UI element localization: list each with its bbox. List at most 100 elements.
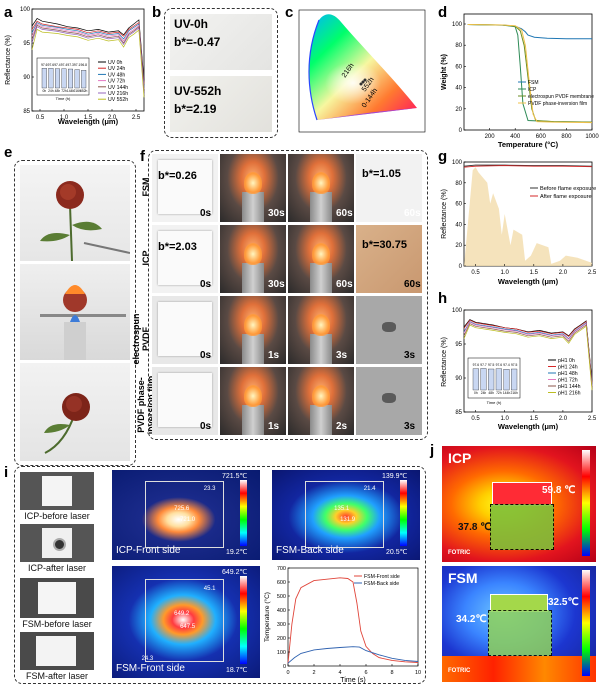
series-line-4	[463, 323, 593, 389]
inset-x-tick-0: 0h	[474, 391, 478, 395]
panel-g-label: g	[438, 148, 448, 165]
legend-entry-0: pH1 0h	[558, 358, 575, 364]
inset-bar-5	[74, 69, 80, 89]
panel-b-bottom-value: b*=2.19	[174, 102, 217, 116]
legend-entry-0: UV 0h	[108, 60, 123, 66]
i-photo-icp-before	[20, 472, 94, 510]
i-label-fsm-after: FSM-after laser	[25, 671, 88, 681]
panel-g-xlabel: Wavelength (μm)	[498, 277, 559, 286]
j-icp-brand: FOTRIC	[448, 550, 471, 556]
i-thermal-1	[272, 470, 420, 560]
i-thermal-spot-1-2: 131.9	[340, 516, 356, 523]
x-tick-label: 4	[338, 670, 341, 676]
inset-bar-2	[54, 68, 60, 89]
x-tick-label: 2.0	[559, 416, 568, 422]
inset-bar-label-3: 97.6	[496, 363, 503, 367]
f-time-r2-c0: 0s	[200, 350, 212, 361]
i-thermal-spot-0-2: 721.0	[180, 516, 196, 523]
panel-a-chart: 100 95 90 85 0.5 1.0 1.5 2.0 2.5 Reflectance (%…	[5, 7, 145, 126]
panel-i-xlabel: Time (s)	[340, 677, 365, 684]
series-line-0	[467, 24, 592, 40]
panel-a-xlabel: Wavelength (μm)	[58, 117, 119, 126]
y-tick-label: 100	[20, 7, 31, 13]
panel-h-series	[463, 319, 593, 391]
j-icp-side: 37.8 ℃	[458, 522, 492, 533]
panel-i-yticks: 700 600 500 400 300 200 100 0	[277, 566, 290, 670]
i-thermal-spot-0-0: 23.3	[203, 486, 216, 493]
y-tick-label: 500	[277, 594, 286, 600]
panel-i-ylabel: Temperature (°C)	[263, 592, 271, 642]
legend-entry-2: electrospun PVDF membrane	[528, 94, 594, 100]
legend-entry-1: ICP	[528, 87, 537, 93]
i-thermal-caption-0: ICP-Front side	[116, 545, 181, 556]
i-thermal-spot-2-0: 45.1	[203, 586, 216, 593]
inset-x-tick-5: 216h	[510, 391, 518, 395]
legend-entry-0: FSM	[528, 80, 539, 86]
series-line-1	[463, 165, 593, 168]
j-fsm-hot: 32.5℃	[548, 597, 579, 608]
x-tick-label: 1.0	[60, 115, 69, 121]
panel-d-series	[467, 24, 593, 124]
f-photo-r3-c1	[220, 367, 286, 435]
inset-bar-label-0: 97.6	[41, 63, 48, 67]
y-tick-label: 80	[455, 43, 462, 49]
inset-x-tick-2: 48h	[55, 89, 61, 93]
f-bstart-r1: b*=2.03	[158, 241, 197, 253]
y-tick-label: 80	[455, 181, 462, 187]
panel-h-ylabel: Reflectance (%)	[441, 337, 448, 387]
x-tick-label: 800	[561, 134, 572, 140]
i-thermal-caption-1: FSM-Back side	[276, 545, 344, 556]
series-line-0	[463, 164, 593, 167]
panel-i-chart: 700 600 500 400 300 200 100 0 0 2 4 6 8 10 Temperatu…	[263, 566, 421, 684]
f-photo-r0-c1	[220, 154, 286, 222]
panel-g-series	[463, 164, 593, 168]
i-label-fsm-before: FSM-before laser	[22, 619, 92, 629]
panel-b-label: b	[152, 4, 162, 21]
panel-a-series	[31, 18, 145, 98]
legend-entry-4: UV 144h	[108, 85, 128, 91]
inset-bar-label-4: 97.4	[503, 363, 510, 367]
i-thermal-spot-2-3: 24.3	[141, 655, 154, 662]
inset-bar-label-1: 97.6	[48, 63, 55, 67]
panel-d-xticks: 200 400 600 800 1000	[485, 128, 599, 140]
panel-g-chart: 100 80 60 40 20 0 0.5 1.0 1.5 2.0 2.5 Reflectance…	[441, 160, 597, 286]
x-tick-label: 1.5	[530, 416, 539, 422]
i-thermal-min-2: 18.7℃	[226, 667, 248, 674]
y-tick-label: 90	[455, 376, 462, 382]
series-line-4	[31, 24, 145, 93]
x-tick-label: 600	[536, 134, 547, 140]
inset-bar-label-6: 96.8	[81, 63, 88, 67]
y-tick-label: 100	[452, 160, 463, 166]
legend-entry-3: pH1 72h	[558, 378, 578, 384]
legend-entry-2: pH1 48h	[558, 371, 578, 377]
j-icp-title: ICP	[448, 450, 472, 466]
x-tick-label: 2.5	[588, 416, 597, 422]
legend-entry-5: pH1 216h	[558, 391, 581, 397]
panel-g-ylabel: Reflectance (%)	[441, 189, 448, 239]
f-time-r0-c0: 0s	[200, 208, 212, 219]
inset-x-tick-4: 144h	[67, 89, 75, 93]
panel-d-yticks: 100 80 60 40 20 0	[452, 22, 466, 134]
j-fsm-brand: FOTRIC	[448, 668, 471, 674]
legend-entry-3: PVDF phase-inversion film	[528, 101, 587, 107]
x-tick-label: 1.0	[501, 270, 510, 276]
panel-i-label: i	[4, 464, 9, 481]
series-line-5	[31, 26, 145, 95]
legend-entry-5: UV 216h	[108, 91, 128, 97]
inset-bar-6	[81, 70, 87, 89]
y-tick-label: 60	[455, 202, 462, 208]
inset-bar-4	[68, 68, 74, 89]
i-label-icp-before: ICP-before laser	[24, 511, 90, 521]
f-time-r0-c2: 60s	[336, 208, 353, 219]
panel-g-legend: Before flame exposure After flame exposur…	[530, 186, 596, 200]
i-thermal-spot-1-0: 21.4	[363, 486, 376, 493]
inset-bar-3	[61, 68, 67, 89]
x-tick-label: 0	[286, 670, 289, 676]
f-photo-r1-c0	[152, 225, 218, 293]
inset-bar-label-2: 97.4	[54, 63, 61, 67]
panel-h-xticks: 0.5 1.0 1.5 2.0 2.5	[471, 410, 597, 422]
inset-x-tick-3: 72h	[61, 89, 67, 93]
x-tick-label: 2.0	[108, 115, 117, 121]
